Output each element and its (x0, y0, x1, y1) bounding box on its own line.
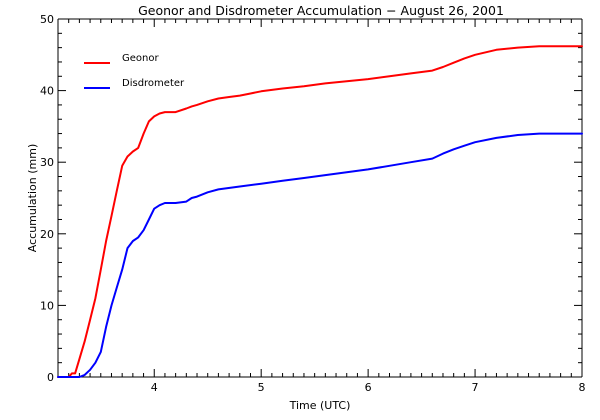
y-tick-label: 20 (40, 228, 54, 241)
legend-label-geonor: Geonor (122, 53, 159, 64)
x-tick-label: 7 (472, 381, 479, 394)
axis-ticks (58, 18, 583, 378)
y-tick-label: 40 (40, 85, 54, 98)
y-axis-title: Accumulation (mm) (26, 144, 39, 252)
series-line-geonor (57, 45, 583, 378)
tick-labels: 4 5 6 7 8 0 10 20 30 40 50 (40, 13, 586, 394)
chart-title: Geonor and Disdrometer Accumulation − Au… (138, 3, 504, 18)
series-lines (57, 45, 583, 378)
series-line-disdrometer (57, 132, 583, 378)
y-tick-label: 50 (40, 13, 54, 26)
legend: Geonor Disdrometer (84, 53, 185, 89)
legend-label-disdrometer: Disdrometer (122, 78, 185, 89)
plot-area (57, 18, 583, 378)
x-tick-label: 4 (151, 381, 158, 394)
x-tick-label: 5 (258, 381, 265, 394)
y-tick-label: 0 (47, 371, 54, 384)
x-axis-title: Time (UTC) (289, 399, 351, 412)
y-tick-label: 10 (40, 299, 54, 312)
x-tick-label: 8 (579, 381, 586, 394)
x-tick-label: 6 (365, 381, 372, 394)
y-tick-label: 30 (40, 156, 54, 169)
